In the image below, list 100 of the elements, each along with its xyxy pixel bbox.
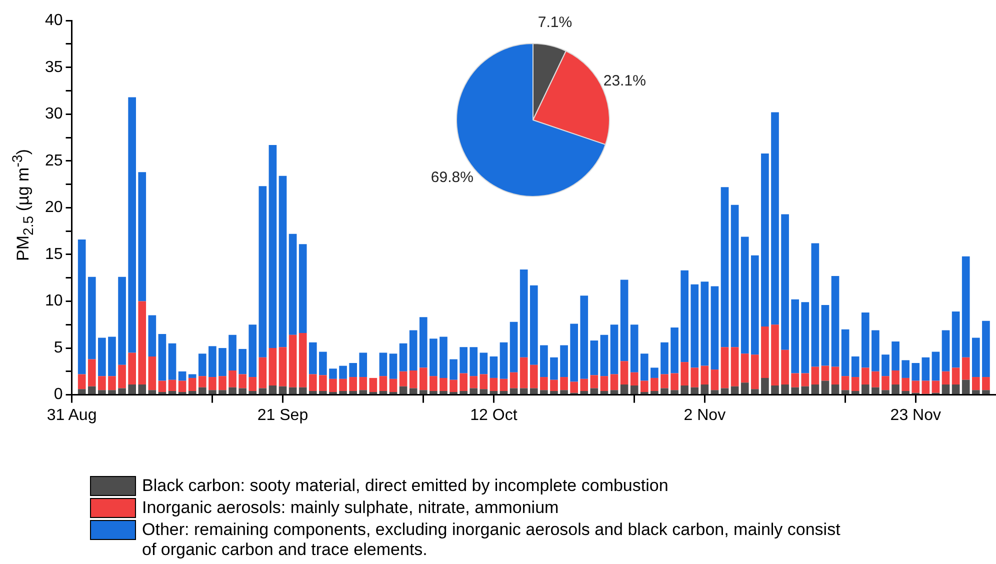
bar — [650, 378, 658, 392]
bar — [208, 377, 216, 390]
bar — [349, 362, 357, 378]
bar — [680, 270, 688, 362]
bar — [660, 342, 668, 374]
bar — [379, 376, 388, 392]
bar — [510, 322, 518, 372]
bar — [258, 388, 267, 394]
bar — [690, 387, 699, 394]
bar — [740, 382, 749, 394]
bar — [168, 380, 176, 392]
bar — [640, 354, 648, 381]
bar — [118, 276, 126, 365]
bar — [379, 352, 388, 376]
x-tick-label: 31 Aug — [46, 406, 97, 424]
bar — [540, 390, 548, 394]
bar — [138, 301, 146, 385]
bar — [198, 354, 206, 376]
bar — [831, 384, 840, 394]
bar — [359, 352, 368, 378]
bar — [530, 364, 538, 388]
bar — [359, 390, 368, 394]
bar — [510, 388, 518, 394]
bar — [740, 354, 749, 383]
bar — [610, 374, 618, 390]
bar — [590, 388, 598, 394]
bar — [560, 345, 568, 378]
bar — [298, 387, 307, 394]
bar — [902, 391, 910, 394]
bar — [118, 364, 126, 388]
bar — [268, 145, 277, 348]
bar — [710, 370, 719, 390]
bar — [650, 391, 658, 394]
bar — [892, 341, 900, 370]
bar — [660, 388, 668, 394]
bar — [821, 304, 830, 366]
bar — [148, 315, 156, 356]
bar — [851, 391, 860, 394]
bar — [198, 376, 206, 388]
bar — [148, 390, 156, 394]
bar — [339, 391, 347, 394]
bar — [892, 370, 900, 385]
bar — [600, 376, 608, 392]
bar — [761, 326, 769, 378]
bar — [339, 366, 347, 379]
bar — [670, 327, 678, 374]
bar — [440, 391, 448, 394]
bar — [580, 391, 588, 394]
bar — [902, 360, 910, 378]
bar — [308, 391, 317, 394]
bar — [178, 371, 186, 381]
legend-label: Other: remaining components, excluding inorganic aerosols and black carbon, mainly consist of organic carbon and trace elements. — [142, 520, 842, 560]
bar — [620, 384, 628, 394]
bar — [178, 392, 186, 394]
bar — [781, 214, 789, 350]
bar — [750, 354, 759, 390]
bar — [168, 343, 176, 380]
bar — [972, 390, 980, 394]
bar — [329, 392, 337, 394]
bar — [158, 380, 166, 392]
bar — [238, 374, 246, 388]
bar — [258, 186, 267, 358]
bar — [530, 285, 538, 365]
bar — [610, 390, 618, 394]
bar — [520, 269, 528, 358]
bar — [98, 390, 106, 394]
bar — [168, 391, 176, 394]
bar — [872, 371, 880, 388]
bar — [208, 390, 216, 394]
bar — [430, 376, 438, 392]
bar — [349, 377, 357, 392]
bar — [771, 112, 779, 325]
bar — [700, 366, 709, 385]
bar — [409, 388, 418, 394]
bar — [128, 384, 136, 394]
bar — [892, 384, 900, 394]
y-tick-label: 25 — [45, 152, 63, 170]
bar — [720, 388, 729, 394]
bar — [430, 338, 438, 376]
bar — [510, 372, 518, 388]
bar — [138, 172, 146, 302]
x-tick-label: 12 Oct — [470, 406, 518, 424]
bar — [982, 320, 990, 378]
y-tick-label: 10 — [45, 292, 63, 310]
bar — [369, 392, 378, 394]
bar — [500, 391, 508, 394]
bar — [600, 391, 608, 394]
bar — [861, 368, 870, 385]
bar — [670, 390, 678, 394]
bar — [409, 330, 418, 370]
bar — [841, 390, 850, 394]
bar — [248, 377, 257, 392]
bar — [972, 338, 980, 378]
bar — [781, 350, 789, 385]
bar — [791, 299, 800, 374]
bar — [490, 378, 498, 392]
bar — [108, 376, 116, 390]
bar — [550, 391, 558, 394]
bar — [480, 374, 488, 390]
bar — [228, 387, 236, 394]
